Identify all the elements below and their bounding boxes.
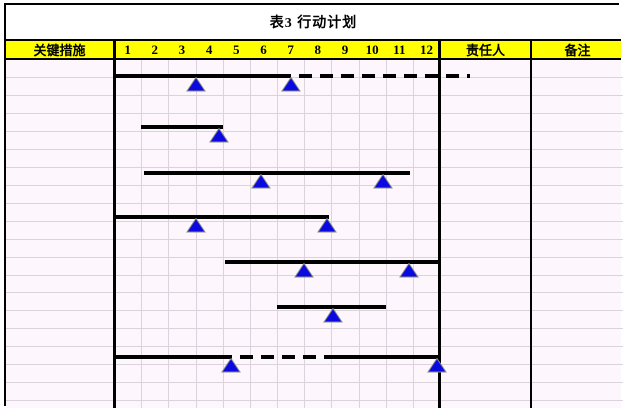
gridline-vertical: [196, 60, 197, 408]
gantt-bar-solid: [329, 355, 439, 359]
milestone-triangle-icon: [398, 263, 419, 278]
gridline-horizontal: [6, 221, 623, 222]
gridline-horizontal: [6, 292, 623, 293]
gridline-vertical: [413, 60, 414, 408]
gridline-vertical: [141, 60, 142, 408]
gridline-horizontal: [6, 346, 623, 347]
gridline-horizontal: [6, 95, 623, 96]
header-remarks: 备注: [564, 43, 591, 58]
month-label: 2: [151, 41, 159, 57]
month-label: 10: [365, 41, 379, 57]
gridline-vertical: [386, 60, 387, 408]
gantt-bar-solid: [225, 260, 440, 264]
gridline-horizontal: [6, 310, 623, 311]
gridline-vertical: [250, 60, 251, 408]
gridline-horizontal: [6, 149, 623, 150]
gridline-horizontal: [6, 400, 623, 401]
gridline-vertical: [331, 60, 332, 408]
gridline-horizontal: [6, 364, 623, 365]
milestone-triangle-icon: [250, 174, 271, 189]
gantt-bar-dashed: [290, 74, 470, 78]
table-body-background: [6, 60, 621, 408]
table-title: 表3 行动计划: [6, 5, 621, 39]
month-label: 3: [178, 41, 186, 57]
gridline-horizontal: [6, 203, 623, 204]
column-border: [438, 39, 441, 408]
milestone-triangle-icon: [185, 218, 206, 233]
gridline-vertical: [304, 60, 305, 408]
header-months: 1 2 3 4 5 6 7 8 9 10 11 12: [114, 40, 440, 59]
gridline-vertical: [277, 60, 278, 408]
month-label: 7: [287, 41, 294, 57]
column-border: [530, 39, 532, 408]
month-label: 5: [233, 41, 240, 57]
header-row: [6, 39, 621, 60]
milestone-triangle-icon: [427, 358, 448, 373]
gantt-bar-solid: [114, 74, 291, 78]
milestone-triangle-icon: [280, 77, 301, 92]
month-label: 1: [124, 41, 131, 57]
gantt-bar-dashed: [232, 355, 330, 359]
gridline-horizontal: [6, 113, 623, 114]
header-responsible: 责任人: [465, 43, 505, 58]
column-border: [113, 39, 116, 408]
gridline-vertical: [223, 60, 224, 408]
gantt-bar-solid: [114, 215, 329, 219]
gridline-vertical: [359, 60, 360, 408]
gantt-bar-solid: [277, 305, 386, 309]
milestone-triangle-icon: [322, 308, 343, 323]
month-label: 11: [393, 41, 406, 57]
gridline-horizontal: [6, 239, 623, 240]
milestone-triangle-icon: [208, 128, 229, 143]
gantt-bar-solid: [141, 125, 223, 129]
month-label: 9: [341, 41, 349, 57]
month-label: 8: [314, 41, 322, 57]
gridline-horizontal: [6, 382, 623, 383]
gridline-horizontal: [6, 185, 623, 186]
header-key-measures: 关键措施: [33, 43, 86, 58]
milestone-triangle-icon: [185, 77, 206, 92]
gridline-horizontal: [6, 328, 623, 329]
gridline-horizontal: [6, 131, 623, 132]
month-label: 12: [419, 41, 433, 57]
milestone-triangle-icon: [373, 174, 393, 189]
gantt-bar-solid: [143, 171, 411, 175]
month-label: 6: [260, 41, 267, 57]
gridline-horizontal: [6, 257, 623, 258]
month-label: 4: [205, 41, 213, 57]
milestone-triangle-icon: [220, 358, 241, 373]
milestone-triangle-icon: [294, 263, 315, 278]
gridline-horizontal: [6, 167, 623, 168]
gantt-bar-solid: [114, 355, 233, 359]
milestone-triangle-icon: [317, 218, 338, 233]
gridline-vertical: [168, 60, 169, 408]
gridline-horizontal: [6, 275, 623, 276]
